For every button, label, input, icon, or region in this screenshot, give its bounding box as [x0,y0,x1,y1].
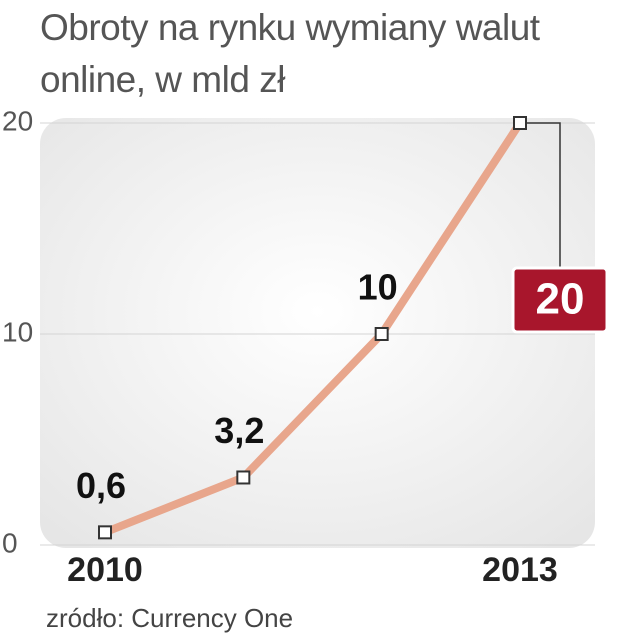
value-label: 10 [358,267,398,308]
value-label: 0,6 [76,465,126,506]
chart-title: Obroty na rynku wymiany walut online, w … [40,7,540,100]
point-marker [98,525,112,540]
data-line [103,120,524,537]
y-tick-label: 20 [2,105,33,136]
y-tick-label: 0 [2,527,18,558]
point-marker [236,470,251,485]
point-marker [374,327,389,341]
source: zródło: Currency One [46,603,293,633]
value-label-box [511,266,609,334]
value-label: 3,2 [214,410,264,451]
point-marker [513,116,527,130]
x-tick-label: 2013 [482,551,558,589]
x-tick-label: 2010 [67,551,143,589]
connector [520,122,561,268]
y-tick-label: 10 [2,316,33,347]
value-label: 20 [536,275,585,324]
